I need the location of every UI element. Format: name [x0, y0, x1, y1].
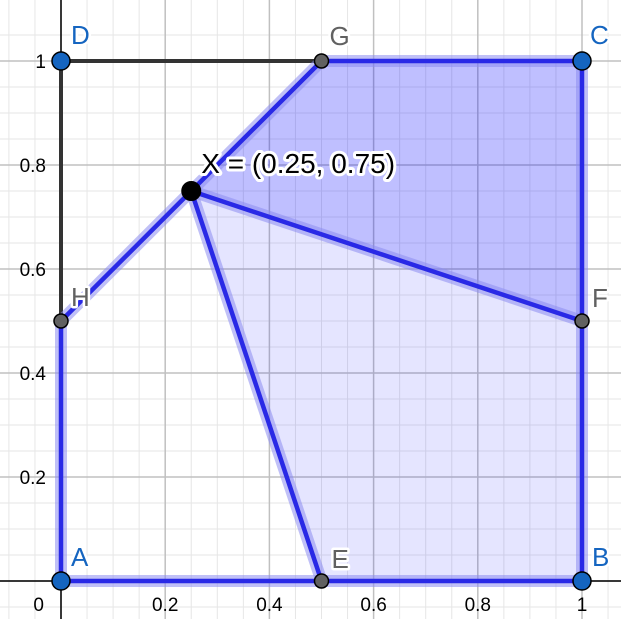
x-tick-label: 0.8: [465, 595, 491, 616]
x-tick-label: 1: [577, 595, 588, 616]
point-label-X: X = (0.25, 0.75): [201, 148, 395, 179]
point-E: [313, 573, 330, 589]
point-F: [574, 313, 590, 329]
point-label-D: D: [71, 20, 90, 50]
tick-labels: 0.2 0.4 0.6 0.8 1 0.2 0.4 0.6 0.8 1 0: [20, 52, 588, 616]
x-tick-label: 0.2: [152, 595, 178, 616]
points: [51, 51, 592, 591]
point-label-C: C: [590, 20, 609, 50]
point-D: [51, 51, 71, 71]
y-tick-label: 1: [35, 52, 46, 73]
y-tick-label: 0.6: [20, 260, 46, 281]
point-H: [53, 313, 69, 329]
point-C: [572, 51, 592, 71]
point-label-E: E: [332, 544, 349, 574]
point-label-G: G: [330, 21, 350, 51]
point-labels: A B C D E F G H X = (0.25, 0.75): [69, 18, 612, 577]
segment-XH: [58, 188, 194, 324]
point-label-A: A: [71, 542, 89, 572]
point-label-B: B: [592, 542, 609, 572]
segment-GX: [189, 58, 324, 194]
y-tick-label: 0.4: [20, 364, 47, 385]
segments: [55, 55, 588, 587]
segment-XF: [189, 188, 585, 324]
point-G: [313, 53, 330, 69]
origin-label: 0: [33, 595, 44, 616]
x-tick-label: 0.6: [360, 595, 386, 616]
region-upper: [191, 61, 582, 321]
y-tick-label: 0.8: [20, 156, 46, 177]
y-tick-label: 0.2: [20, 468, 46, 489]
x-tick-label: 0.4: [256, 595, 283, 616]
segment-XE: [189, 188, 324, 584]
point-X: [181, 181, 202, 201]
point-label-H: H: [71, 282, 90, 312]
point-B: [572, 571, 592, 591]
point-label-F: F: [592, 283, 608, 313]
point-A: [51, 571, 71, 591]
